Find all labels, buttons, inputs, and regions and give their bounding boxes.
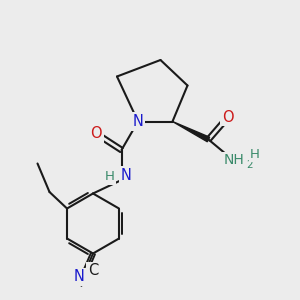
Text: H: H [250,148,260,161]
Polygon shape [172,122,210,142]
Text: O: O [90,126,102,141]
Text: C: C [88,263,98,278]
Text: NH: NH [224,154,244,167]
Text: N: N [121,168,131,183]
Text: 2: 2 [247,160,253,170]
Text: N: N [133,114,143,129]
Text: N: N [74,269,85,284]
Text: O: O [222,110,234,124]
Text: H: H [105,170,114,184]
